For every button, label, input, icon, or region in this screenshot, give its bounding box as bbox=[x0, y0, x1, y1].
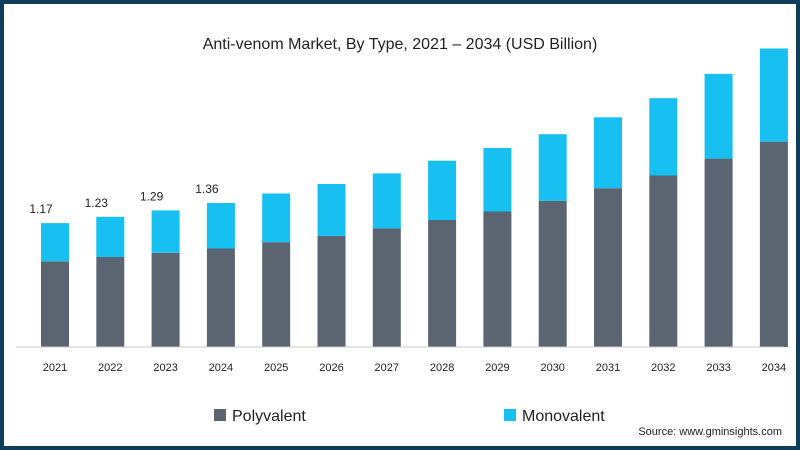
bar-polyvalent-2033 bbox=[704, 158, 733, 347]
legend: Polyvalent Monovalent bbox=[214, 408, 605, 425]
bar-monovalent-2024 bbox=[206, 203, 235, 249]
chart-title: Anti-venom Market, By Type, 2021 – 2034 … bbox=[202, 36, 598, 53]
bar-monovalent-2033 bbox=[704, 73, 733, 159]
x-tick-label: 2026 bbox=[319, 362, 343, 374]
bar-polyvalent-2025 bbox=[262, 242, 291, 347]
bar-polyvalent-2026 bbox=[317, 235, 346, 347]
bar-polyvalent-2022 bbox=[96, 257, 125, 347]
x-tick-label: 2023 bbox=[153, 362, 177, 374]
bar-polyvalent-2034 bbox=[759, 141, 788, 347]
legend-swatch-monovalent bbox=[504, 409, 516, 421]
bar-monovalent-2028 bbox=[428, 160, 457, 220]
x-tick-label: 2028 bbox=[430, 362, 454, 374]
bar-monovalent-2031 bbox=[594, 117, 622, 189]
bar-polyvalent-2021 bbox=[41, 261, 69, 347]
data-label: 1.36 bbox=[195, 182, 219, 196]
bar-polyvalent-2030 bbox=[538, 200, 567, 347]
bar-monovalent-2025 bbox=[262, 193, 291, 243]
x-tick-label: 2027 bbox=[375, 362, 399, 374]
bar-polyvalent-2027 bbox=[372, 228, 401, 347]
bar-polyvalent-2031 bbox=[594, 188, 622, 347]
bar-monovalent-2034 bbox=[759, 48, 788, 142]
legend-label-monovalent: Monovalent bbox=[522, 408, 605, 425]
data-labels: 1.17 1.23 1.29 1.36 bbox=[29, 182, 219, 216]
x-tick-label: 2029 bbox=[485, 362, 509, 374]
x-tick-label: 2025 bbox=[264, 362, 288, 374]
data-label: 1.17 bbox=[29, 202, 53, 216]
bar-polyvalent-2024 bbox=[206, 248, 235, 347]
x-tick-label: 2030 bbox=[540, 362, 564, 374]
legend-label-polyvalent: Polyvalent bbox=[232, 408, 306, 425]
bar-polyvalent-2032 bbox=[649, 175, 678, 347]
data-label: 1.29 bbox=[140, 189, 164, 203]
bar-monovalent-2029 bbox=[483, 148, 512, 212]
source-note: Source: www.gminsights.com bbox=[638, 426, 782, 438]
bar-monovalent-2021 bbox=[41, 223, 69, 262]
bar-polyvalent-2028 bbox=[428, 220, 457, 347]
x-tick-label: 2033 bbox=[706, 362, 730, 374]
x-tick-label: 2034 bbox=[762, 362, 786, 374]
legend-swatch-polyvalent bbox=[214, 409, 226, 421]
x-tick-label: 2021 bbox=[43, 362, 67, 374]
bars-group bbox=[41, 48, 788, 347]
data-label: 1.23 bbox=[85, 196, 109, 210]
bar-monovalent-2022 bbox=[96, 216, 125, 257]
bar-monovalent-2032 bbox=[649, 98, 678, 176]
x-tick-label: 2032 bbox=[651, 362, 675, 374]
bar-monovalent-2023 bbox=[151, 210, 180, 253]
x-tick-label: 2024 bbox=[209, 362, 233, 374]
x-tick-label: 2022 bbox=[98, 362, 122, 374]
bar-polyvalent-2029 bbox=[483, 211, 512, 347]
bar-monovalent-2027 bbox=[372, 173, 401, 229]
bar-polyvalent-2023 bbox=[151, 252, 180, 347]
x-tick-label: 2031 bbox=[596, 362, 620, 374]
bar-monovalent-2030 bbox=[538, 134, 567, 201]
bar-monovalent-2026 bbox=[317, 184, 346, 236]
x-tick-labels: 2021 2022 2023 2024 2025 2026 2027 2028 2029 2030… bbox=[43, 362, 786, 374]
